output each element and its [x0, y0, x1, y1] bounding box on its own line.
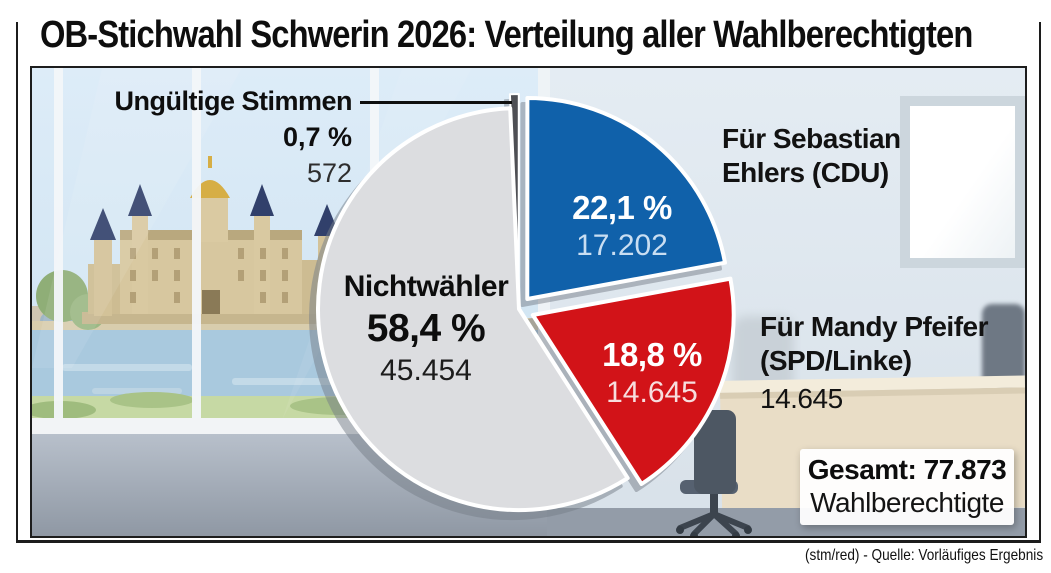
pfeifer-wedge-labels: 18,8 % 14.645	[542, 336, 762, 410]
pfeifer-count: 14.645	[760, 383, 843, 414]
pfeifer-percent: 18,8 %	[602, 336, 702, 373]
nonvoters-count: 45.454	[380, 354, 472, 388]
pfeifer-callout: Für Mandy Pfeifer (SPD/Linke) 14.645	[760, 310, 988, 416]
invalid-votes-label: Ungültige Stimmen	[114, 86, 352, 116]
window-sill	[32, 418, 550, 434]
ehlers-percent: 22,1 %	[572, 189, 672, 226]
total-label: Wahlberechtigte	[810, 487, 1004, 518]
pfeifer-label-line1: Für Mandy Pfeifer	[760, 311, 988, 342]
invalid-votes-callout: Ungültige Stimmen 0,7 % 572	[92, 86, 352, 189]
nonvoters-labels: Nichtwähler 58,4 % 45.454	[306, 270, 546, 389]
pfeifer-count-inner: 14.645	[606, 375, 698, 409]
ehlers-callout: Für Sebastian Ehlers (CDU)	[722, 122, 901, 190]
frame-left-line	[16, 22, 18, 542]
nonvoters-percent: 58,4 %	[366, 306, 486, 350]
ehlers-count: 17.202	[576, 228, 668, 262]
total-box: Gesamt: 77.873 Wahlberechtigte	[800, 449, 1014, 525]
ehlers-label-line1: Für Sebastian	[722, 123, 901, 154]
pfeifer-label-line2: (SPD/Linke)	[760, 345, 912, 376]
schwerin-castle-illustration	[82, 156, 350, 324]
whiteboard	[900, 96, 1025, 268]
nonvoters-label: Nichtwähler	[343, 270, 509, 303]
invalid-callout-line	[360, 101, 512, 104]
ehlers-wedge-labels: 22,1 % 17.202	[512, 189, 732, 263]
chair-far-right	[982, 304, 1025, 394]
total-value: Gesamt: 77.873	[807, 454, 1007, 485]
source-credit: (stm/red) - Quelle: Vorläufiges Ergebnis	[804, 547, 1043, 564]
frame-bottom-line	[16, 540, 1041, 543]
invalid-votes-percent: 0,7 %	[282, 122, 352, 153]
floor-left	[32, 434, 550, 536]
invalid-votes-count: 572	[306, 158, 352, 189]
ehlers-label-line2: Ehlers (CDU)	[722, 157, 889, 188]
page-title: OB-Stichwahl Schwerin 2026: Verteilung a…	[40, 14, 973, 56]
frame-right-line	[1039, 22, 1041, 542]
